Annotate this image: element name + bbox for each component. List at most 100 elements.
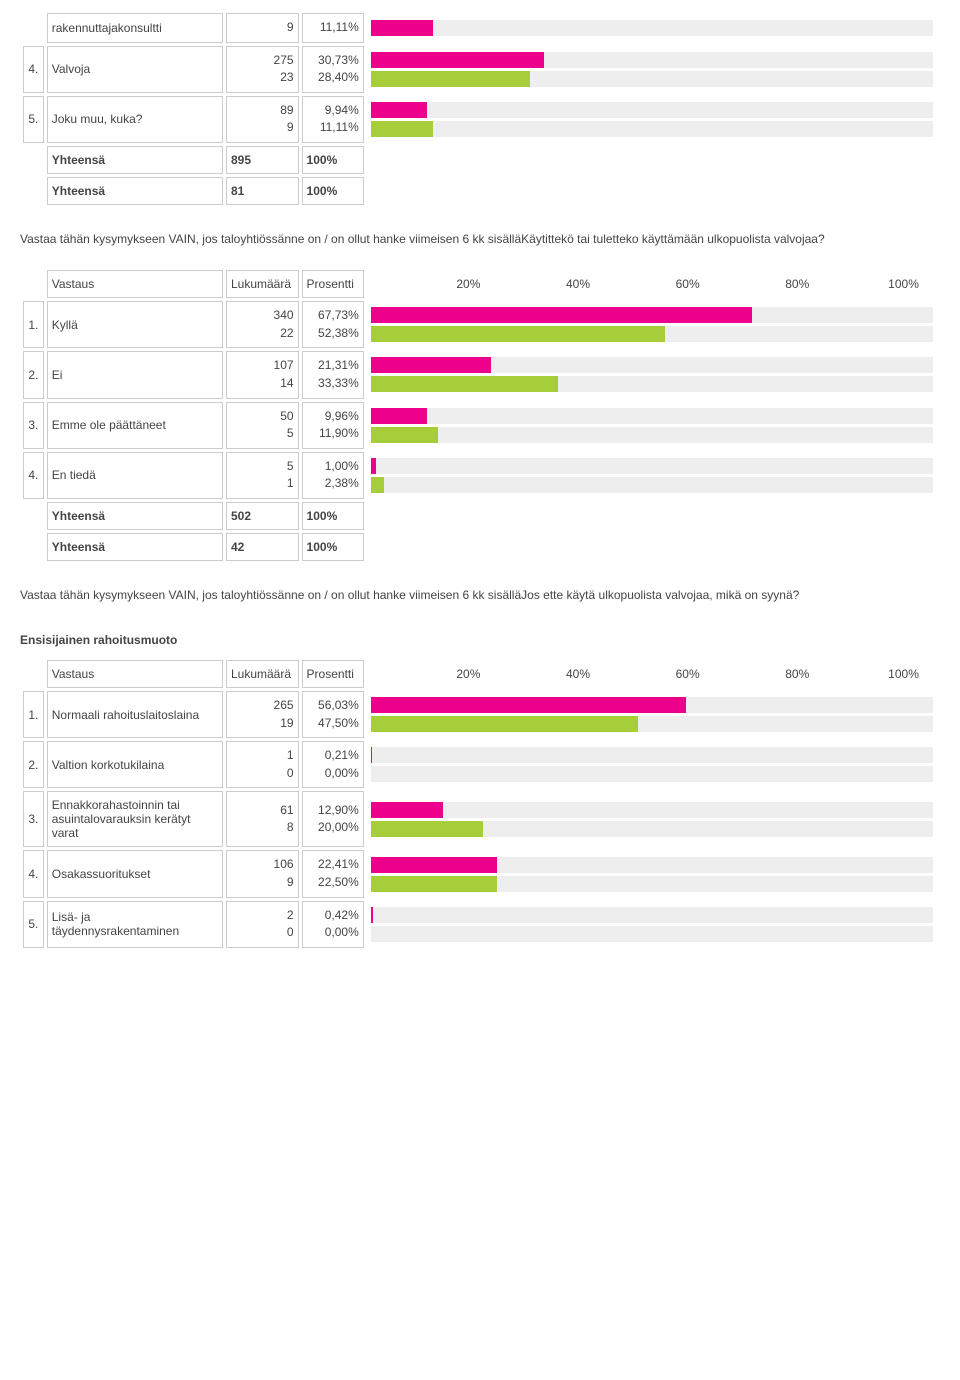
total-count: 502 — [226, 502, 299, 530]
total-row: Yhteensä81100% — [23, 177, 937, 205]
bar-background — [371, 20, 933, 36]
axis-label: 80% — [700, 667, 810, 681]
count-1: 89 — [231, 103, 294, 119]
pct-1: 0,21% — [307, 748, 359, 764]
row-count: 505 — [226, 402, 299, 449]
total-pct: 100% — [302, 502, 364, 530]
row-count: 1069 — [226, 850, 299, 897]
pct-2: 20,00% — [307, 820, 359, 836]
count-1: 106 — [231, 857, 294, 873]
row-count: 10714 — [226, 351, 299, 398]
total-row: Yhteensä42100% — [23, 533, 937, 561]
bar-background — [371, 907, 933, 923]
row-pct: 0,21% 0,00% — [302, 741, 364, 788]
count-2: 5 — [231, 426, 294, 442]
row-count: 618 — [226, 791, 299, 847]
blank — [23, 177, 44, 205]
bar-fill — [371, 802, 444, 818]
row-label: Joku muu, kuka? — [47, 96, 223, 143]
pct-1: 1,00% — [307, 459, 359, 475]
row-pct: 11,11% — [302, 13, 364, 43]
pct-2: 11,90% — [307, 426, 359, 442]
count-2: 14 — [231, 376, 294, 392]
row-label: Osakassuoritukset — [47, 850, 223, 897]
total-count: 42 — [226, 533, 299, 561]
axis-label: 60% — [590, 277, 700, 291]
row-label: Kyllä — [47, 301, 223, 348]
axis-label: 60% — [590, 667, 700, 681]
bar-fill — [371, 20, 433, 36]
pct-1: 11,11% — [307, 20, 359, 36]
count-1: 340 — [231, 308, 294, 324]
bar-background — [371, 121, 933, 137]
pct-1: 56,03% — [307, 698, 359, 714]
pct-2: 33,33% — [307, 376, 359, 392]
total-pct: 100% — [302, 177, 364, 205]
bar-fill — [371, 427, 438, 443]
table-row: 2.Ei1071421,31%33,33% — [23, 351, 937, 398]
row-count: 26519 — [226, 691, 299, 738]
axis-label: 40% — [480, 667, 590, 681]
bar-background — [371, 326, 933, 342]
row-num: 4. — [23, 452, 44, 499]
bar-background — [371, 697, 933, 713]
count-2: 9 — [231, 120, 294, 136]
count-2: 0 — [231, 925, 294, 941]
table-row: 5.Lisä- ja täydennysrakentaminen200,42%0… — [23, 901, 937, 948]
table-q1: Vastaus Lukumäärä Prosentti 20%40%60%80%… — [20, 267, 940, 564]
table-row: 5.Joku muu, kuka?8999,94%11,11% — [23, 96, 937, 143]
total-label: Yhteensä — [47, 146, 223, 174]
pct-1: 30,73% — [307, 53, 359, 69]
row-num — [23, 13, 44, 43]
row-bars — [367, 351, 937, 398]
bar-background — [371, 307, 933, 323]
row-num: 1. — [23, 301, 44, 348]
pct-2: 28,40% — [307, 70, 359, 86]
row-num: 5. — [23, 901, 44, 948]
header-prosentti: Prosentti — [302, 270, 364, 298]
pct-1: 12,90% — [307, 803, 359, 819]
count-2: 8 — [231, 820, 294, 836]
count-2: 0 — [231, 766, 294, 782]
header-vastaus: Vastaus — [47, 660, 223, 688]
bar-fill — [371, 697, 686, 713]
bar-fill — [371, 102, 427, 118]
total-count: 81 — [226, 177, 299, 205]
bar-background — [371, 376, 933, 392]
bar-background — [371, 427, 933, 443]
total-label: Yhteensä — [47, 533, 223, 561]
count-1: 5 — [231, 459, 294, 475]
bar-fill — [371, 326, 666, 342]
bar-fill — [371, 458, 377, 474]
count-1: 1 — [231, 748, 294, 764]
section-title-rahoitus: Ensisijainen rahoitusmuoto — [20, 633, 940, 647]
count-2: 23 — [231, 70, 294, 86]
row-label: En tiedä — [47, 452, 223, 499]
header-vastaus: Vastaus — [47, 270, 223, 298]
axis-label: 100% — [809, 277, 919, 291]
count-1: 61 — [231, 803, 294, 819]
count-1: 9 — [231, 20, 294, 36]
bar-fill — [371, 357, 491, 373]
bar-background — [371, 71, 933, 87]
row-pct: 9,94%11,11% — [302, 96, 364, 143]
total-row: Yhteensä895100% — [23, 146, 937, 174]
row-pct: 56,03%47,50% — [302, 691, 364, 738]
row-pct: 12,90%20,00% — [302, 791, 364, 847]
bar-background — [371, 102, 933, 118]
count-2: 9 — [231, 875, 294, 891]
bar-fill — [371, 907, 373, 923]
total-label: Yhteensä — [47, 177, 223, 205]
question-text-1: Vastaa tähän kysymykseen VAIN, jos taloy… — [20, 230, 940, 249]
row-label: Ei — [47, 351, 223, 398]
row-bars — [367, 452, 937, 499]
pct-2: 52,38% — [307, 326, 359, 342]
axis-label: 80% — [700, 277, 810, 291]
header-blank — [23, 660, 44, 688]
total-row: Yhteensä502100% — [23, 502, 937, 530]
bar-background — [371, 766, 933, 782]
blank — [23, 533, 44, 561]
total-pct: 100% — [302, 533, 364, 561]
bar-background — [371, 802, 933, 818]
pct-2: 0,00% — [307, 766, 359, 782]
